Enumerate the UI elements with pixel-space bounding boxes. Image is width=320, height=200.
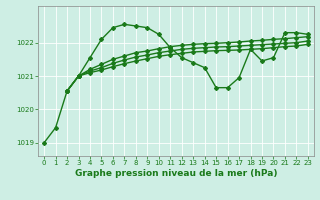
X-axis label: Graphe pression niveau de la mer (hPa): Graphe pression niveau de la mer (hPa)	[75, 169, 277, 178]
